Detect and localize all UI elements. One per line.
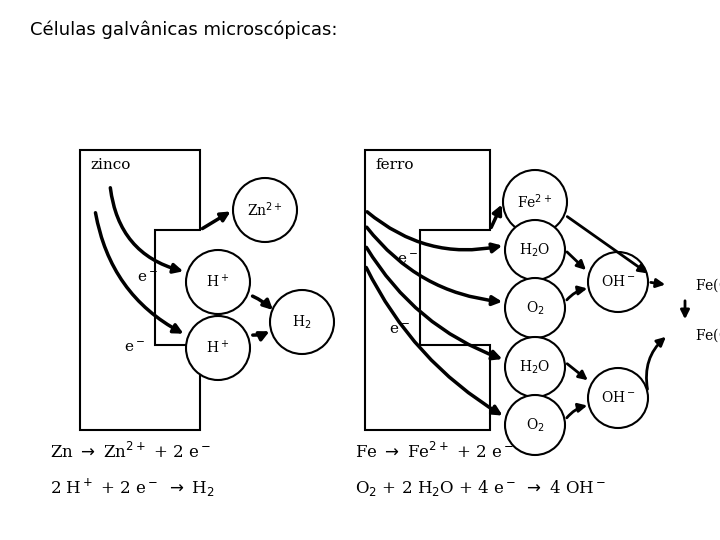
Text: Células galvânicas microscópicas:: Células galvânicas microscópicas:: [30, 21, 338, 39]
Text: O$_2$ + 2 H$_2$O + 4 e$^-$ $\rightarrow$ 4 OH$^-$: O$_2$ + 2 H$_2$O + 4 e$^-$ $\rightarrow$…: [355, 478, 606, 498]
Text: H$^+$: H$^+$: [207, 273, 230, 291]
Circle shape: [505, 278, 565, 338]
Text: ferro: ferro: [375, 158, 413, 172]
Text: H$_2$: H$_2$: [292, 313, 312, 330]
Text: Zn$^{2+}$: Zn$^{2+}$: [247, 201, 283, 219]
Text: O$_2$: O$_2$: [526, 299, 544, 316]
Text: e$^-$: e$^-$: [397, 253, 418, 267]
Text: H$_2$O: H$_2$O: [519, 359, 551, 376]
Text: H$_2$O: H$_2$O: [519, 241, 551, 259]
Text: Fe$^{2+}$: Fe$^{2+}$: [518, 193, 552, 211]
Circle shape: [503, 170, 567, 234]
Circle shape: [233, 178, 297, 242]
Text: zinco: zinco: [90, 158, 130, 172]
Text: Fe $\rightarrow$ Fe$^{2+}$ + 2 e$^-$: Fe $\rightarrow$ Fe$^{2+}$ + 2 e$^-$: [355, 442, 514, 462]
PathPatch shape: [80, 150, 200, 430]
Circle shape: [505, 395, 565, 455]
PathPatch shape: [365, 150, 490, 430]
Circle shape: [270, 290, 334, 354]
Text: Zn $\rightarrow$ Zn$^{2+}$ + 2 e$^-$: Zn $\rightarrow$ Zn$^{2+}$ + 2 e$^-$: [50, 442, 211, 462]
Circle shape: [588, 368, 648, 428]
Text: H$^+$: H$^+$: [207, 339, 230, 356]
Circle shape: [505, 337, 565, 397]
Text: e$^-$: e$^-$: [125, 341, 145, 355]
Circle shape: [186, 250, 250, 314]
Text: O$_2$: O$_2$: [526, 416, 544, 434]
Text: e$^-$: e$^-$: [138, 271, 158, 285]
Text: Fe(OH)$_2$: Fe(OH)$_2$: [695, 276, 720, 294]
Text: 2 H$^+$ + 2 e$^-$ $\rightarrow$ H$_2$: 2 H$^+$ + 2 e$^-$ $\rightarrow$ H$_2$: [50, 477, 215, 499]
Text: Fe(OH)$_3$: Fe(OH)$_3$: [695, 326, 720, 344]
Circle shape: [505, 220, 565, 280]
Text: OH$^-$: OH$^-$: [600, 390, 635, 406]
Text: OH$^-$: OH$^-$: [600, 274, 635, 289]
Circle shape: [588, 252, 648, 312]
Circle shape: [186, 316, 250, 380]
Text: e$^-$: e$^-$: [390, 323, 410, 338]
